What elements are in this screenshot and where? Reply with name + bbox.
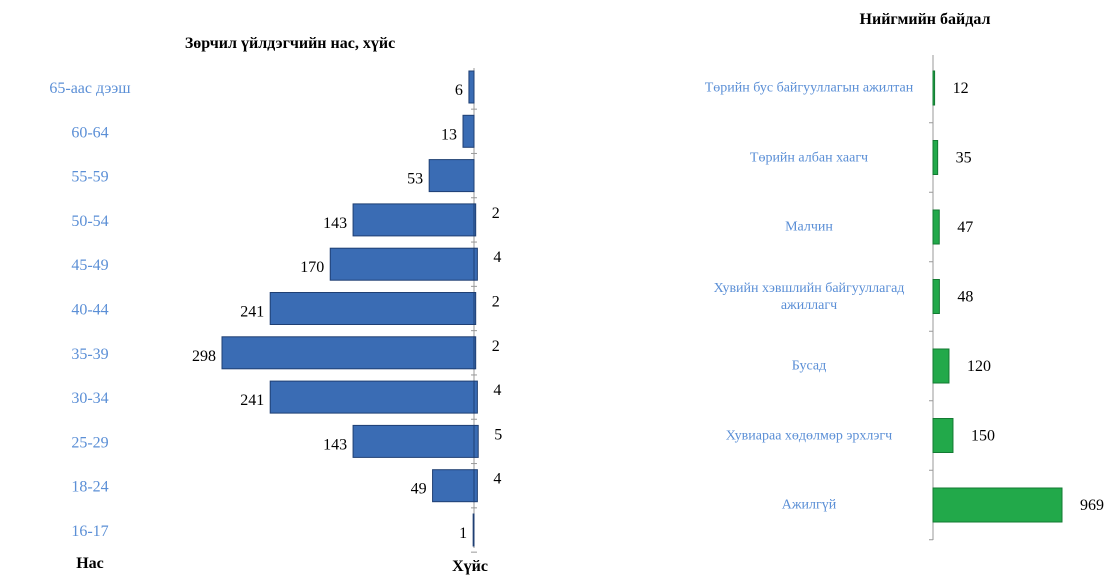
category-label: Ажилгүй [781, 497, 837, 513]
y-axis-label: Нас [76, 555, 104, 572]
value-label: 298 [192, 348, 216, 365]
value-label: 241 [240, 304, 264, 321]
y-tick-label: 30-34 [71, 390, 108, 407]
bar [473, 336, 477, 370]
bar [932, 279, 940, 314]
value-label: 48 [957, 289, 973, 306]
bar [473, 380, 478, 414]
bar [473, 469, 478, 503]
bar [473, 247, 478, 281]
bar [269, 292, 475, 325]
category-label: Хувиараа хөдөлмөр эрхлэгч [725, 428, 893, 443]
bar [352, 424, 475, 458]
bar [932, 140, 939, 175]
y-tick-label: 40-44 [71, 302, 108, 319]
value-label: 1 [459, 525, 467, 542]
bar [932, 70, 936, 106]
chart-title: Зөрчил үйлдэгчийн нас, хүйс [185, 35, 395, 52]
x-axis-label: Хүйс [452, 558, 488, 575]
bar [468, 70, 475, 104]
y-tick-label: 50-54 [71, 213, 108, 230]
bar [932, 418, 954, 453]
category-label: Хувийн хэвшлийн байгууллагад ажиллагч [713, 280, 905, 313]
y-tick-label: 55-59 [71, 169, 108, 186]
value-label: 969 [1080, 497, 1104, 514]
y-tick-label: 16-17 [71, 523, 108, 540]
category-label: Төрийн албан хаагч [749, 150, 869, 165]
value-label: 4 [493, 471, 501, 488]
value-label: 241 [240, 392, 264, 409]
category-label: Бусад [791, 358, 827, 374]
bar [432, 469, 475, 503]
value-label: 2 [492, 338, 500, 355]
y-tick-label: 65-аас дээш [49, 80, 131, 97]
bar [428, 159, 475, 193]
value-label: 2 [492, 205, 500, 222]
bar [269, 380, 475, 414]
bar [932, 348, 950, 384]
y-tick-label: 25-29 [71, 434, 108, 451]
value-label: 49 [411, 481, 427, 498]
value-label: 2 [492, 294, 500, 311]
value-label: 12 [953, 80, 969, 97]
bar [932, 487, 1063, 523]
value-label: 47 [957, 219, 973, 236]
category-label: Малчин [785, 219, 833, 235]
category-label: Төрийн бус байгууллагын ажилтан [704, 80, 914, 96]
y-tick-label: 35-39 [71, 346, 108, 363]
value-label: 143 [323, 436, 347, 453]
value-label: 120 [967, 358, 991, 375]
value-label: 5 [494, 426, 502, 443]
y-tick-label: 18-24 [71, 479, 108, 496]
chart-title: Нийгмийн байдал [860, 11, 991, 28]
value-label: 150 [971, 428, 995, 445]
value-label: 170 [300, 259, 324, 276]
bar [473, 203, 477, 237]
value-label: 4 [493, 382, 501, 399]
value-label: 6 [455, 82, 463, 99]
value-label: 4 [493, 249, 501, 266]
value-label: 35 [956, 150, 972, 167]
y-tick-label: 60-64 [71, 124, 108, 141]
value-label: 13 [441, 126, 457, 143]
y-tick-label: 45-49 [71, 257, 108, 274]
bar [221, 336, 475, 370]
bar [472, 513, 475, 547]
bar [329, 247, 475, 281]
bar [352, 203, 475, 237]
bar [462, 114, 475, 148]
bar [473, 292, 477, 325]
value-label: 53 [407, 171, 423, 188]
bar [473, 424, 479, 458]
bar [932, 209, 940, 245]
value-label: 143 [323, 215, 347, 232]
